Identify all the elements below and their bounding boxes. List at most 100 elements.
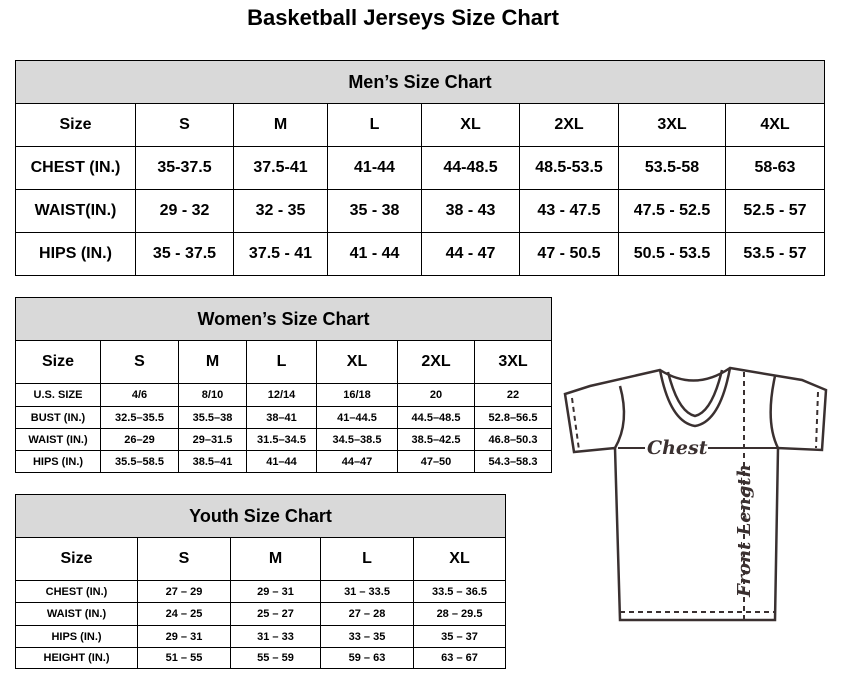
- table-cell: 2XL: [397, 340, 475, 384]
- table-cell: XL: [316, 340, 398, 384]
- table-cell: 16/18: [316, 383, 398, 407]
- table-cell: 44-48.5: [421, 146, 520, 190]
- table-cell: 2XL: [519, 103, 619, 147]
- table-cell: 50.5 - 53.5: [618, 232, 726, 276]
- table-cell: 41–44: [246, 450, 317, 473]
- table-cell: 47.5 - 52.5: [618, 189, 726, 233]
- table-cell: 28 – 29.5: [412, 602, 507, 626]
- table-cell: M: [233, 103, 328, 147]
- table-cell: XL: [421, 103, 520, 147]
- table-cell: S: [135, 103, 234, 147]
- row-header: Size: [15, 537, 138, 581]
- table-cell: 52.8–56.5: [473, 406, 553, 429]
- table-cell: 35.5–38: [178, 406, 247, 429]
- table-row: WAIST (IN.) 24 – 25 25 – 27 27 – 28 28 – 29.…: [15, 602, 507, 626]
- table-cell: 32.5–35.5: [100, 406, 179, 429]
- table-cell: 44 - 47: [421, 232, 520, 276]
- table-cell: 34.5–38.5: [316, 428, 398, 451]
- table-cell: 29 – 31: [230, 580, 321, 603]
- table-cell: 24 – 25: [137, 602, 231, 626]
- table-cell: 35.5–58.5: [100, 450, 179, 473]
- table-row: BUST (IN.) 32.5–35.5 35.5–38 38–41 41–44.5 44…: [15, 406, 553, 429]
- row-header: Size: [15, 103, 136, 147]
- table-cell: 20: [397, 383, 475, 407]
- table-row: CHEST (IN.) 27 – 29 29 – 31 31 – 33.5 33.5 –…: [15, 580, 507, 603]
- table-row: U.S. SIZE 4/6 8/10 12/14 16/18 20 22: [15, 383, 553, 407]
- table-cell: 59 – 63: [320, 647, 414, 669]
- chest-label: Chest: [647, 437, 708, 459]
- table-cell: 4/6: [100, 383, 179, 407]
- table-cell: S: [137, 537, 231, 581]
- table-row: Size S M L XL 2XL 3XL 4XL: [15, 103, 825, 147]
- table-cell: 41-44: [327, 146, 422, 190]
- table-cell: 3XL: [618, 103, 726, 147]
- table-cell: 27 – 29: [137, 580, 231, 603]
- table-cell: 31 – 33: [230, 625, 321, 648]
- table-cell: 31.5–34.5: [246, 428, 317, 451]
- row-header: HIPS (IN.): [15, 450, 101, 473]
- row-header: HIPS (IN.): [15, 625, 138, 648]
- row-header: CHEST (IN.): [15, 580, 138, 603]
- row-header: WAIST (IN.): [15, 428, 101, 451]
- table-cell: 38–41: [246, 406, 317, 429]
- table-cell: 63 – 67: [412, 647, 507, 669]
- table-cell: 52.5 - 57: [725, 189, 825, 233]
- table-cell: 33.5 – 36.5: [412, 580, 507, 603]
- jersey-diagram: Chest Front Length: [563, 366, 828, 624]
- mens-size-table: Men’s Size Chart Size S M L XL 2XL 3XL 4XL CHEST…: [15, 60, 825, 276]
- table-cell: 43 - 47.5: [519, 189, 619, 233]
- row-header: WAIST (IN.): [15, 602, 138, 626]
- table-row: Size S M L XL 2XL 3XL: [15, 340, 553, 384]
- table-cell: 29 - 32: [135, 189, 234, 233]
- table-cell: 53.5 - 57: [725, 232, 825, 276]
- table-cell: 44–47: [316, 450, 398, 473]
- table-cell: 12/14: [246, 383, 317, 407]
- table-cell: L: [246, 340, 317, 384]
- table-cell: 47–50: [397, 450, 475, 473]
- table-cell: 38.5–41: [178, 450, 247, 473]
- table-cell: XL: [412, 537, 507, 581]
- table-row: WAIST (IN.) 26–29 29–31.5 31.5–34.5 34.5–38.…: [15, 428, 553, 451]
- table-row: WAIST(IN.) 29 - 32 32 - 35 35 - 38 38 - 43 43…: [15, 189, 825, 233]
- table-cell: 41–44.5: [316, 406, 398, 429]
- table-cell: M: [230, 537, 321, 581]
- page-title: Basketball Jerseys Size Chart: [247, 5, 559, 30]
- table-cell: 35 - 38: [327, 189, 422, 233]
- table-cell: 35-37.5: [135, 146, 234, 190]
- table-cell: 38.5–42.5: [397, 428, 475, 451]
- table-cell: 33 – 35: [320, 625, 414, 648]
- table-cell: 22: [473, 383, 553, 407]
- table-cell: S: [100, 340, 179, 384]
- front-length-label: Front Length: [734, 464, 755, 598]
- table-row: HIPS (IN.) 35 - 37.5 37.5 - 41 41 - 44 44 - …: [15, 232, 825, 276]
- row-header: CHEST (IN.): [15, 146, 136, 190]
- table-cell: 46.8–50.3: [473, 428, 553, 451]
- youth-table-title: Youth Size Chart: [14, 494, 507, 538]
- womens-size-table: Women’s Size Chart Size S M L XL 2XL 3XL U.S. S…: [14, 297, 553, 473]
- table-cell: 41 - 44: [327, 232, 422, 276]
- table-row: CHEST (IN.) 35-37.5 37.5-41 41-44 44-48.5 48.…: [15, 146, 825, 190]
- table-cell: 26–29: [100, 428, 179, 451]
- row-header: BUST (IN.): [15, 406, 101, 429]
- row-header: HIPS (IN.): [15, 232, 136, 276]
- youth-size-table: Youth Size Chart Size S M L XL CHEST (IN.) 27 …: [14, 494, 507, 669]
- table-cell: 38 - 43: [421, 189, 520, 233]
- table-cell: 54.3–58.3: [473, 450, 553, 473]
- womens-table-title: Women’s Size Chart: [14, 297, 553, 341]
- row-header: WAIST(IN.): [15, 189, 136, 233]
- table-cell: 37.5 - 41: [233, 232, 328, 276]
- table-row: HIPS (IN.) 35.5–58.5 38.5–41 41–44 44–47 47–5…: [15, 450, 553, 473]
- table-cell: 4XL: [725, 103, 825, 147]
- jersey-outline-icon: [563, 366, 828, 622]
- table-cell: 29 – 31: [137, 625, 231, 648]
- table-row: Size S M L XL: [15, 537, 507, 581]
- table-cell: 3XL: [473, 340, 553, 384]
- row-header: Size: [15, 340, 101, 384]
- table-cell: 27 – 28: [320, 602, 414, 626]
- table-cell: L: [320, 537, 414, 581]
- row-header: U.S. SIZE: [15, 383, 101, 407]
- table-cell: 44.5–48.5: [397, 406, 475, 429]
- table-cell: 35 - 37.5: [135, 232, 234, 276]
- table-cell: 58-63: [725, 146, 825, 190]
